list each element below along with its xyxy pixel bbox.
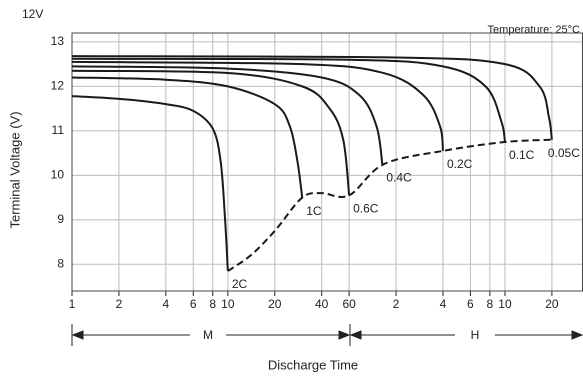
unit-label: 12V	[22, 7, 43, 21]
x-tick-label: 20	[545, 297, 559, 311]
x-tick-label: 2	[393, 297, 400, 311]
curve-label: 0.4C	[386, 170, 412, 184]
curve	[71, 55, 553, 140]
x-tick-label: 60	[342, 297, 356, 311]
y-tick-label: 9	[57, 212, 64, 226]
x-tick-label: 6	[467, 297, 474, 311]
curve	[71, 95, 229, 272]
y-tick-label: 13	[51, 34, 65, 48]
x-axis-label: Discharge Time	[268, 357, 358, 372]
y-axis-label: Terminal Voltage (V)	[7, 111, 22, 228]
curve-label: 0.05C	[548, 146, 580, 160]
curve-label: 0.6C	[353, 202, 379, 216]
y-tick-label: 12	[51, 79, 65, 93]
arrow-heads	[71, 330, 583, 340]
curve	[71, 60, 444, 151]
curve	[227, 138, 552, 272]
x-tick-label: 10	[221, 297, 235, 311]
y-tick-label: 10	[51, 168, 65, 182]
curve	[71, 69, 351, 196]
x-tick-label: 10	[498, 297, 512, 311]
range-arrows	[71, 324, 583, 346]
range-label: M	[203, 328, 213, 342]
x-tick-label: 20	[268, 297, 282, 311]
curve	[71, 57, 506, 143]
curve	[71, 76, 304, 198]
x-tick-label: 8	[209, 297, 216, 311]
y-tick-label: 11	[52, 123, 65, 137]
curve-label: 0.2C	[447, 157, 473, 171]
curve-label: 1C	[306, 204, 322, 218]
curve-label: 2C	[232, 277, 248, 291]
y-tick-label: 8	[57, 256, 64, 270]
x-tick-label: 4	[440, 297, 447, 311]
curve	[71, 65, 384, 165]
x-tick-label: 8	[487, 297, 494, 311]
curve-label: 0.1C	[509, 148, 535, 162]
x-tick-label: 6	[190, 297, 197, 311]
range-label: H	[471, 328, 480, 342]
annotation: Temperature: 25°C	[488, 24, 580, 36]
x-tick-label: 40	[315, 297, 329, 311]
x-tick-label: 2	[116, 297, 123, 311]
x-tick-label: 4	[162, 297, 169, 311]
x-tick-label: 1	[69, 297, 76, 311]
